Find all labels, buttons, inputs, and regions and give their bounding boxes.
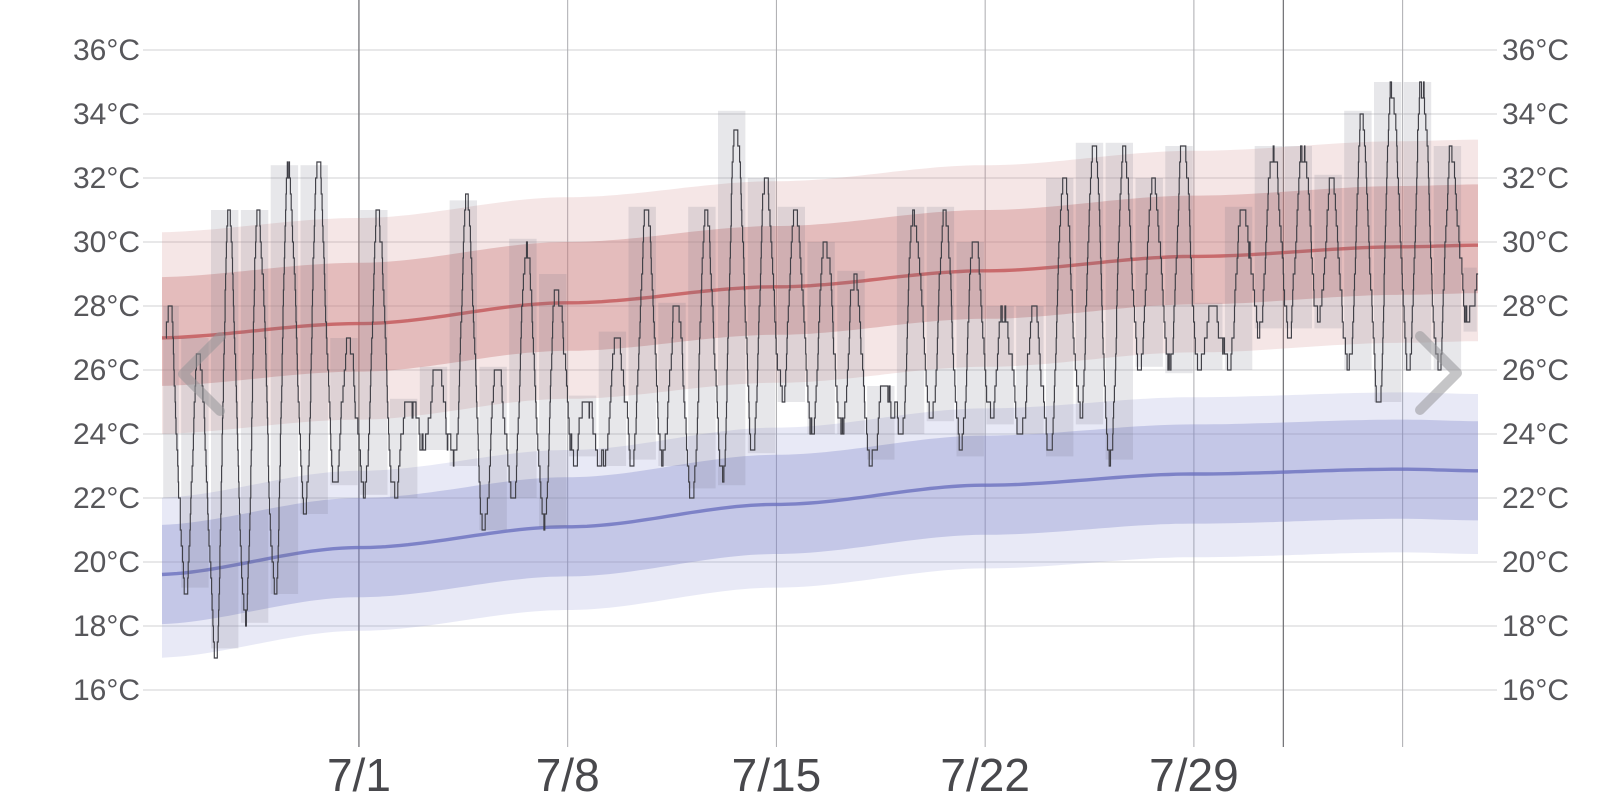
daily-range-bar [1016, 306, 1044, 434]
previous-period-button[interactable] [178, 332, 225, 416]
avg-low-line [161, 467, 1478, 577]
y-axis-label-left: 22°C [73, 482, 140, 515]
y-axis-label-left: 18°C [73, 610, 140, 643]
x-axis-label: 7/15 [732, 749, 822, 801]
x-axis-label: 7/8 [536, 749, 600, 801]
y-axis-label-left: 20°C [73, 546, 140, 579]
daily-range-bar [926, 206, 955, 422]
daily-range-bar [211, 210, 239, 649]
daily-range-bar [956, 242, 984, 457]
x-axis-label: 7/1 [327, 749, 391, 801]
x-axis-label: 7/29 [1149, 749, 1239, 801]
y-axis-label-right: 20°C [1502, 546, 1569, 579]
daily-range-bar [163, 306, 179, 498]
y-axis-label-left: 16°C [73, 674, 140, 707]
y-axis-label-left: 26°C [73, 354, 140, 387]
daily-range-bar [747, 178, 776, 454]
y-axis-label-left: 34°C [73, 98, 140, 131]
y-axis-label-left: 32°C [73, 162, 140, 195]
daily-range-bar [777, 206, 805, 402]
daily-range-bar [1284, 146, 1312, 329]
x-axis-label: 7/22 [940, 749, 1030, 801]
avg-low-band-outer [162, 392, 1478, 658]
y-axis-label-right: 36°C [1502, 34, 1569, 67]
y-axis-label-right: 26°C [1502, 354, 1569, 387]
next-period-button[interactable] [1415, 331, 1462, 415]
daily-range-bar [270, 165, 299, 594]
daily-range-bar [1344, 110, 1372, 371]
y-axis-label-left: 30°C [73, 226, 140, 259]
y-axis-label-right: 34°C [1502, 98, 1569, 131]
y-axis-label-right: 32°C [1502, 162, 1569, 195]
y-axis-label-left: 36°C [73, 34, 140, 67]
y-axis-label-right: 24°C [1502, 418, 1569, 451]
y-axis-label-right: 30°C [1502, 226, 1569, 259]
y-axis-label-right: 22°C [1502, 482, 1569, 515]
avg-low-band-inner [162, 419, 1478, 625]
chart-plot-area[interactable] [162, 0, 1478, 747]
y-axis-label-right: 16°C [1502, 674, 1569, 707]
daily-range-bar [1433, 146, 1462, 370]
y-axis-label-right: 28°C [1502, 290, 1569, 323]
y-axis-label-left: 28°C [73, 290, 140, 323]
y-axis-label-left: 24°C [73, 418, 140, 451]
avg-high-line [161, 243, 1478, 340]
y-axis-label-right: 18°C [1502, 610, 1569, 643]
hourly-temperature-line [165, 81, 1479, 659]
daily-range-bar [688, 206, 716, 489]
